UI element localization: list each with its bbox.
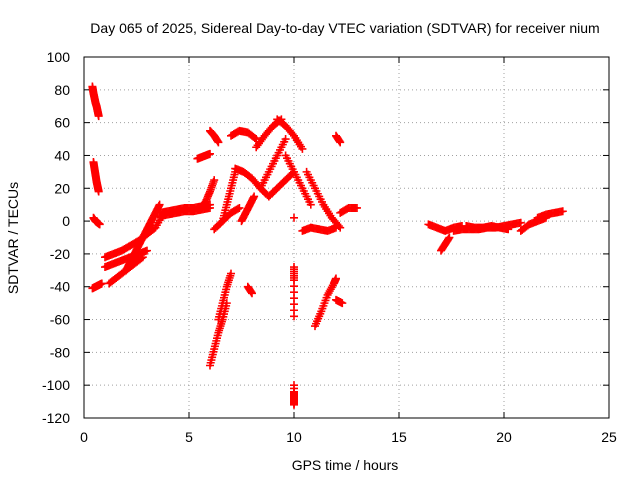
data-series-36 [336,203,361,217]
data-point [248,289,256,298]
data-series-9 [143,200,164,234]
data-point [137,254,146,263]
x-tick-label: 25 [601,429,617,445]
data-point [336,138,345,147]
y-tick-label: -80 [50,344,70,360]
data-point [143,246,151,255]
data-point [250,133,259,142]
y-tick-label: 0 [62,213,70,229]
data-series-12 [193,149,214,163]
data-series-38 [437,233,454,255]
data-series-34 [332,131,345,147]
data-point [332,274,340,283]
data-series-19 [227,126,261,144]
x-tick-label: 15 [391,429,407,445]
data-point [206,203,214,212]
data-series-14 [206,126,223,147]
data-series-31 [298,223,340,235]
data-series-35 [332,295,347,308]
data-point [290,312,298,321]
y-tick-label: 20 [54,180,70,196]
data-point [445,233,454,242]
x-tick-label: 10 [286,429,302,445]
data-series-1 [88,82,103,121]
data-point [336,223,345,232]
data-point [504,225,513,234]
data-points [88,82,567,409]
data-point [227,269,235,278]
y-tick-label: -100 [42,377,70,393]
data-series-4 [88,279,106,293]
x-axis-label: GPS time / hours [292,457,399,473]
data-series-3 [89,213,104,229]
data-point [97,279,106,288]
x-tick-label: 20 [496,429,512,445]
data-point [94,187,103,196]
data-point [558,207,567,216]
x-tick-labels: 0 5 10 15 20 25 [80,429,617,445]
y-axis-label: SDTVAR / TECUs [5,182,21,294]
data-series-15 [206,299,231,370]
data-series-22 [243,282,256,298]
grid-lines [84,57,609,418]
data-point [235,203,244,212]
chart-title: Day 065 of 2025, Sidereal Day-to-day VTE… [90,20,599,36]
data-point [353,203,361,212]
data-series-13 [197,176,219,212]
data-point [95,220,104,229]
data-series-25 [264,167,298,201]
data-point [334,222,343,231]
data-series-33 [311,274,340,331]
axis-ticks [83,56,610,419]
y-tick-label: 60 [54,115,70,131]
data-series-32 [302,167,345,232]
x-tick-label: 5 [185,429,193,445]
data-series-28 [290,263,298,321]
data-series-40 [462,222,513,234]
data-point [206,149,214,158]
y-tick-labels: 100 80 60 40 20 0 -20 -40 -60 -80 -100 -120 [42,49,70,426]
data-point [94,112,103,121]
data-series-42 [533,207,567,222]
y-tick-label: 40 [54,147,70,163]
data-series-8 [122,225,151,275]
y-tick-label: 100 [47,49,71,65]
data-series-27 [281,151,315,209]
data-point [155,200,164,209]
plot-frame [83,56,610,419]
data-point [138,253,147,262]
y-tick-label: -120 [42,410,70,426]
data-series-30 [290,213,298,222]
data-point [281,135,290,144]
data-point [306,200,315,209]
data-series-26 [273,115,307,153]
y-tick-label: -60 [50,312,70,328]
data-point [234,204,242,213]
data-series-2 [89,158,103,196]
data-point [516,218,525,227]
data-point [214,138,223,147]
data-series-24 [256,135,290,193]
data-point [250,192,259,201]
data-series-16 [214,269,235,324]
data-point [298,144,307,153]
data-point [290,381,298,390]
data-series-29 [290,381,298,409]
x-tick-label: 0 [80,429,88,445]
y-tick-label: -20 [50,246,70,262]
y-tick-label: -40 [50,279,70,295]
data-point [210,176,219,185]
data-series-21 [237,192,259,226]
data-point [290,213,298,222]
data-point [338,299,347,308]
y-tick-label: 80 [54,82,70,98]
